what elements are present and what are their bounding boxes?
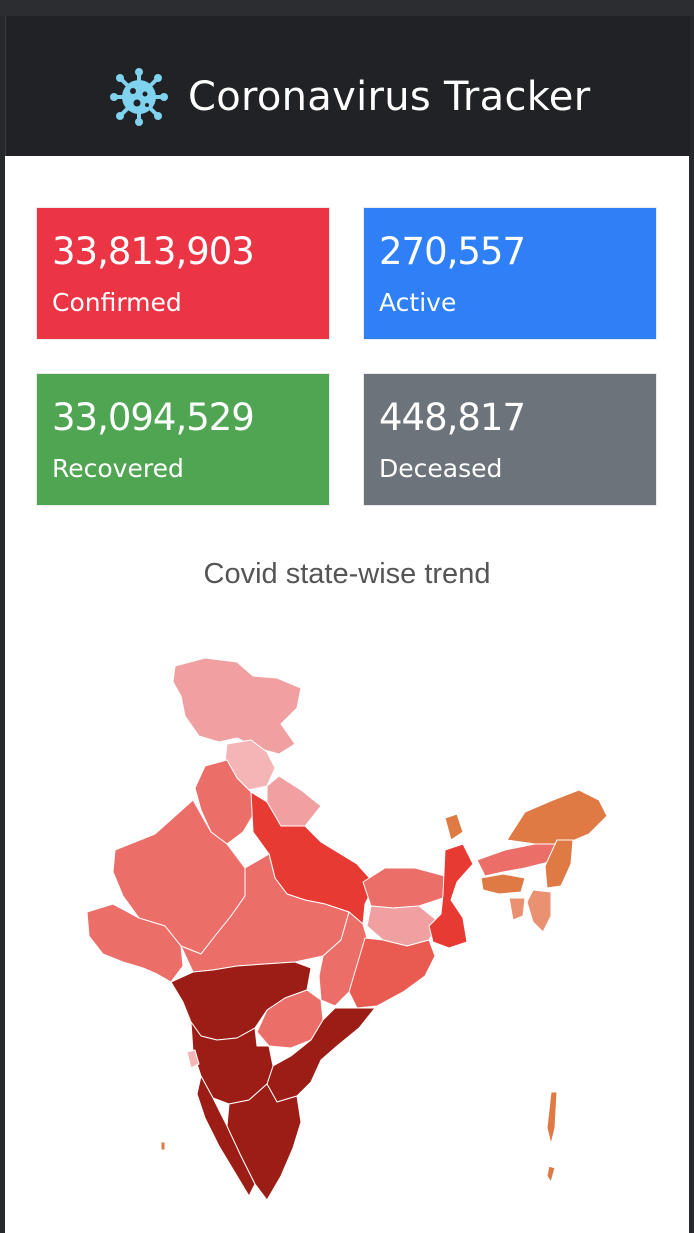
india-state-map [86,657,608,1201]
map-region-odisha[interactable] [348,937,436,1009]
map-title: Covid state-wise trend [203,558,491,590]
map-region-nicobar[interactable] [546,1165,556,1183]
active-count: 270,557 [379,230,526,273]
map-region-bihar[interactable] [362,867,446,909]
confirmed-count: 33,813,903 [52,230,255,273]
brand[interactable]: Coronavirus Tracker [110,68,590,126]
map-region-tamil-nadu[interactable] [226,1083,302,1201]
map-region-meghalaya[interactable] [480,873,526,895]
virus-icon [110,68,168,126]
map-region-andaman[interactable] [546,1091,558,1145]
map-region-lakshadweep[interactable] [160,1141,166,1151]
recovered-label: Recovered [52,454,184,483]
map-region-jammu-kashmir[interactable] [172,657,302,755]
confirmed-label: Confirmed [52,288,182,317]
deceased-label: Deceased [379,454,503,483]
recovered-card: 33,094,529 Recovered [37,374,329,505]
app-title: Coronavirus Tracker [188,74,591,120]
main-content: 33,813,903 Confirmed 270,557 Active 33,0… [5,156,689,1233]
recovered-count: 33,094,529 [52,396,255,439]
app-header: Coronavirus Tracker [5,16,690,156]
deceased-count: 448,817 [379,396,526,439]
map-region-west-bengal[interactable] [428,843,474,949]
confirmed-card: 33,813,903 Confirmed [37,208,329,339]
map-region-tripura[interactable] [508,897,526,921]
map-region-kerala[interactable] [196,1075,256,1197]
map-region-mizoram[interactable] [526,889,552,933]
top-bar [0,0,694,16]
deceased-card: 448,817 Deceased [364,374,656,505]
map-region-punjab-haryana[interactable] [194,759,256,845]
map-region-sikkim[interactable] [444,813,464,841]
active-card: 270,557 Active [364,208,656,339]
map-region-arunachal[interactable] [506,789,608,845]
map-region-manipur[interactable] [544,839,574,889]
active-label: Active [379,288,457,317]
map-region-goa[interactable] [186,1049,200,1069]
